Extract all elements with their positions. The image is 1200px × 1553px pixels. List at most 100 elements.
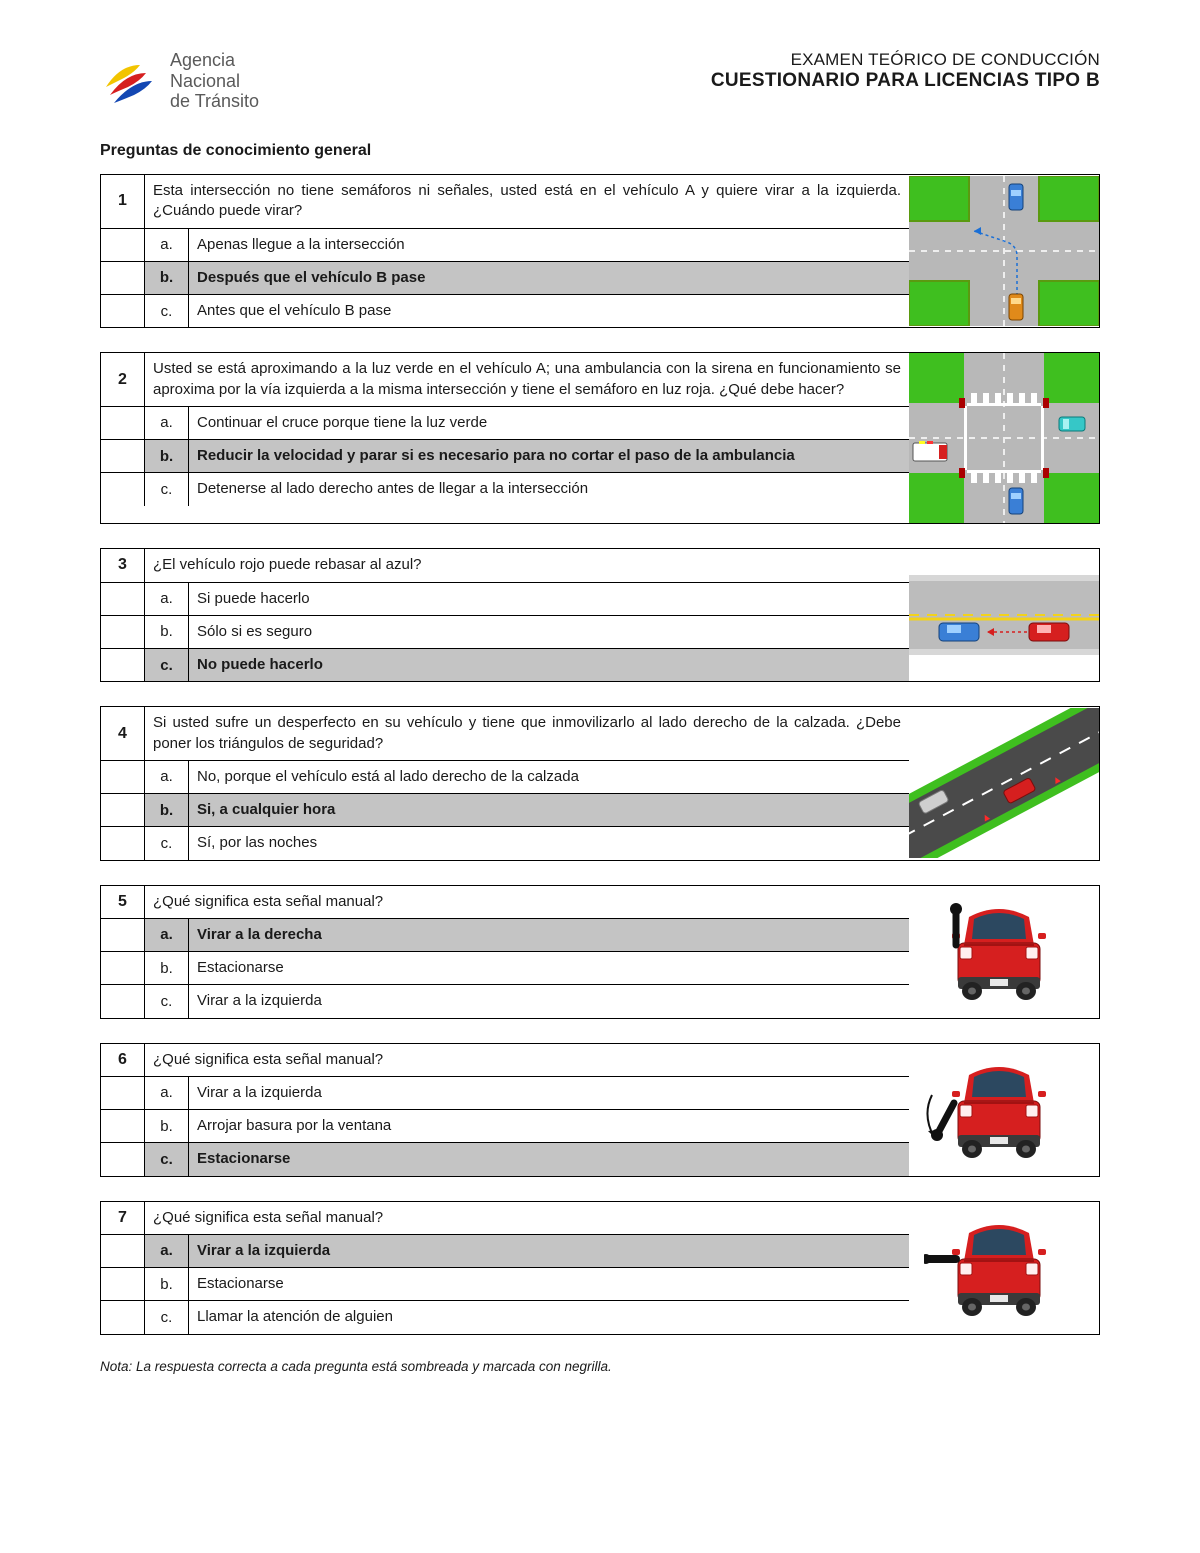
choice-text: No, porque el vehículo está al lado dere… [189,761,909,793]
choice-spacer [101,583,145,615]
choice-letter: c. [145,1143,189,1175]
question-block: 7¿Qué significa esta señal manual?a.Vira… [100,1201,1100,1335]
choice-spacer [101,616,145,648]
choice-letter: a. [145,583,189,615]
choice-letter: a. [145,761,189,793]
choice-letter: b. [145,262,189,294]
choice-spacer [101,919,145,951]
choice-letter: c. [145,985,189,1017]
question-illustration [909,886,1099,1018]
question-number: 3 [101,549,145,581]
choice-letter: b. [145,1268,189,1300]
choice-spacer [101,794,145,826]
choice-spacer [101,262,145,294]
question-prompt: Usted se está aproximando a la luz verde… [145,353,909,406]
choice-letter: c. [145,649,189,681]
choice-spacer [101,229,145,261]
choice-text: Sí, por las noches [189,827,909,859]
choice-letter: c. [145,1301,189,1333]
question-prompt: ¿Qué significa esta señal manual? [145,886,909,918]
choice-spacer [101,827,145,859]
choice-text: Llamar la atención de alguien [189,1301,909,1333]
section-title: Preguntas de conocimiento general [100,142,1100,160]
choice-spacer [101,952,145,984]
question-number: 1 [101,175,145,228]
question-block: 5¿Qué significa esta señal manual?a. Vira… [100,885,1100,1019]
agency-logo-icon [100,51,160,111]
question-number: 5 [101,886,145,918]
choice-text: Sólo si es seguro [189,616,909,648]
choice-letter: c. [145,473,189,505]
choice-spacer [101,1301,145,1333]
choice-text: Virar a la izquierda [189,1235,909,1267]
choice-spacer [101,295,145,327]
choice-text: Si puede hacerlo [189,583,909,615]
question-block: 2Usted se está aproximando a la luz verd… [100,352,1100,524]
choice-spacer [101,1268,145,1300]
choice-text: Estacionarse [189,1268,909,1300]
choice-spacer [101,649,145,681]
agency-line-1: Agencia [170,50,259,71]
logo-block: Agencia Nacional de Tránsito [100,50,259,112]
question-illustration [909,549,1099,681]
choice-text: Reducir la velocidad y parar si es neces… [189,440,909,472]
choice-letter: a. [145,919,189,951]
question-prompt: ¿Qué significa esta señal manual? [145,1044,909,1076]
choice-spacer [101,407,145,439]
choice-letter: c. [145,827,189,859]
choice-text: Estacionarse [189,1143,909,1175]
choice-letter: b. [145,616,189,648]
choice-letter: a. [145,1077,189,1109]
choice-spacer [101,1143,145,1175]
question-number: 6 [101,1044,145,1076]
choice-text: Apenas llegue a la intersección [189,229,909,261]
choice-spacer [101,1077,145,1109]
questionnaire-title: CUESTIONARIO PARA LICENCIAS TIPO B [711,70,1100,92]
choice-letter: a. [145,407,189,439]
choice-letter: b. [145,794,189,826]
header-titles: EXAMEN TEÓRICO DE CONDUCCIÓN CUESTIONARI… [711,50,1100,92]
agency-line-2: Nacional [170,71,259,92]
choice-spacer [101,761,145,793]
question-block: 6¿Qué significa esta señal manual?a.Vira… [100,1043,1100,1177]
page-header: Agencia Nacional de Tránsito EXAMEN TEÓR… [100,50,1100,112]
choice-text: Continuar el cruce porque tiene la luz v… [189,407,909,439]
choice-spacer [101,473,145,505]
question-prompt: Si usted sufre un desperfecto en su vehí… [145,707,909,760]
question-number: 7 [101,1202,145,1234]
question-illustration [909,1202,1099,1334]
choice-letter: b. [145,440,189,472]
choice-text: No puede hacerlo [189,649,909,681]
question-illustration [909,175,1099,327]
choice-letter: b. [145,952,189,984]
exam-title: EXAMEN TEÓRICO DE CONDUCCIÓN [711,50,1100,70]
choice-text: Estacionarse [189,952,909,984]
choice-text: Después que el vehículo B pase [189,262,909,294]
choice-spacer [101,1235,145,1267]
choice-text: Detenerse al lado derecho antes de llega… [189,473,909,505]
choice-text: Antes que el vehículo B pase [189,295,909,327]
choice-letter: c. [145,295,189,327]
question-number: 2 [101,353,145,406]
choice-text: Si, a cualquier hora [189,794,909,826]
footnote: Nota: La respuesta correcta a cada pregu… [100,1359,1100,1374]
question-prompt: Esta intersección no tiene semáforos ni … [145,175,909,228]
choice-letter: b. [145,1110,189,1142]
question-block: 3¿El vehículo rojo puede rebasar al azul… [100,548,1100,682]
question-illustration [909,353,1099,523]
choice-spacer [101,440,145,472]
agency-line-3: de Tránsito [170,91,259,112]
question-prompt: ¿El vehículo rojo puede rebasar al azul? [145,549,909,581]
question-block: 4Si usted sufre un desperfecto en su veh… [100,706,1100,860]
question-number: 4 [101,707,145,760]
choice-letter: a. [145,1235,189,1267]
question-prompt: ¿Qué significa esta señal manual? [145,1202,909,1234]
questions-container: 1Esta intersección no tiene semáforos ni… [100,174,1100,1335]
choice-letter: a. [145,229,189,261]
question-illustration [909,707,1099,859]
choice-text: Virar a la izquierda [189,985,909,1017]
agency-name: Agencia Nacional de Tránsito [170,50,259,112]
choice-spacer [101,985,145,1017]
question-illustration [909,1044,1099,1176]
choice-spacer [101,1110,145,1142]
